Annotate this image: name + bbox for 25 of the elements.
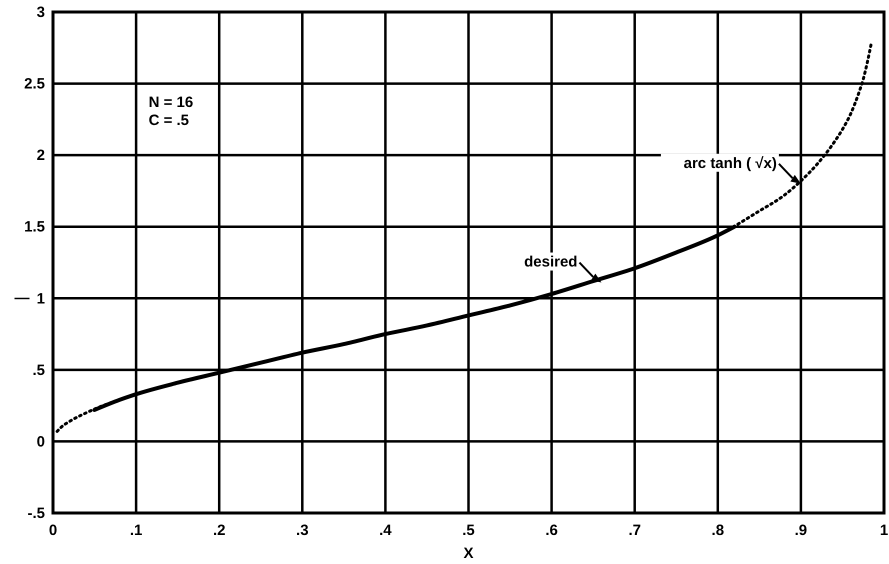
y-tick-label: 1	[36, 290, 45, 308]
y-tick-label: -.5	[27, 505, 45, 522]
annotation: C = .5	[148, 112, 190, 129]
annotation: desired	[524, 254, 578, 271]
y-axis-title: —	[14, 290, 30, 306]
y-tick-label: 3	[36, 4, 45, 21]
x-tick-label: .8	[712, 522, 724, 539]
x-tick-label: .6	[545, 522, 558, 539]
x-tick-label: 0	[48, 522, 58, 539]
y-tick-label: .5	[32, 362, 45, 379]
x-tick-label: .3	[296, 522, 309, 539]
y-tick-label: 0	[36, 433, 45, 450]
x-tick-label: .9	[794, 522, 808, 539]
x-tick-label: .7	[628, 522, 641, 539]
y-tick-label: 1.5	[24, 218, 45, 236]
x-tick-label: .2	[212, 522, 226, 539]
y-tick-label: 2.5	[24, 76, 45, 93]
y-tick-label: 2	[36, 147, 45, 164]
x-axis-title: X	[463, 545, 474, 562]
annotation: N = 16	[148, 94, 194, 111]
x-tick-label: .5	[462, 522, 475, 539]
x-tick-label: .4	[379, 522, 392, 539]
x-tick-label: 1	[880, 522, 888, 539]
annotation: arc tanh ( √x)	[684, 154, 777, 172]
x-tick-label: .1	[130, 522, 142, 539]
